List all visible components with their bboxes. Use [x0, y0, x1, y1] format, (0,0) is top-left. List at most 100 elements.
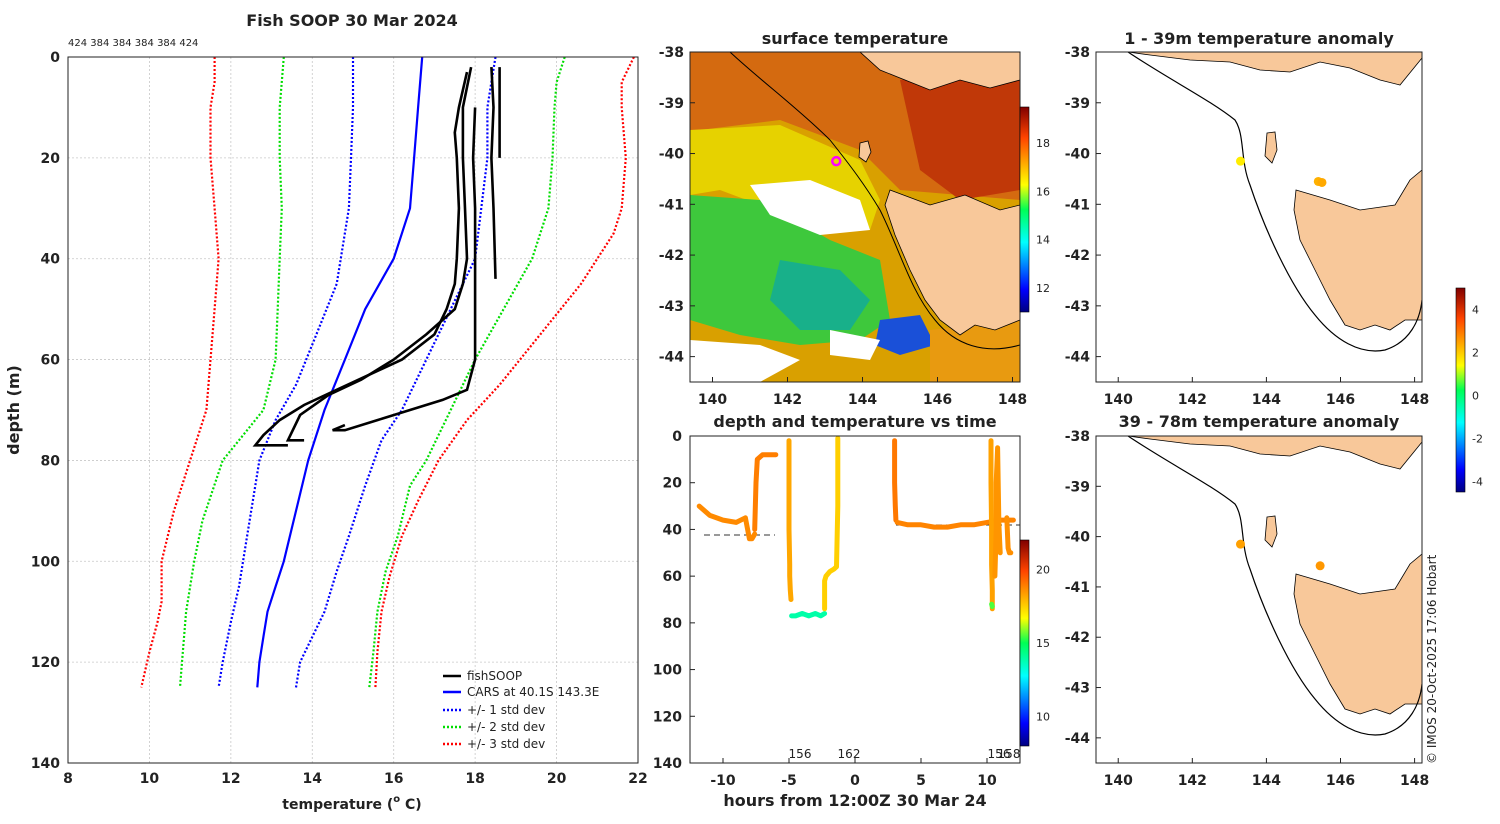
sst-land-north	[859, 52, 1020, 91]
profile-ytick-label: 20	[41, 151, 61, 167]
anomaly-deep-land-north	[1127, 436, 1422, 470]
time-series	[696, 435, 1016, 619]
map-xtick-label: 140	[698, 392, 727, 408]
time-xtick-label: 10	[977, 773, 997, 789]
profile-ytick-label: 0	[50, 50, 60, 66]
anomaly-shallow-title: 1 - 39m temperature anomaly	[1124, 29, 1394, 48]
time-series-track	[786, 438, 794, 602]
sst-ship-marker	[831, 155, 842, 167]
anomaly-deep-panel: 140 142 144 146 148 -38 -39 -40 -41 -42 -43 -44 39 …	[1065, 412, 1430, 789]
profile-xlabel-sup: o	[393, 794, 400, 805]
profile-xtick-label: 20	[547, 771, 567, 787]
anomaly-shallow-map	[1096, 52, 1422, 382]
time-ytick-label: 60	[663, 569, 683, 585]
time-ytick-label: 40	[663, 522, 683, 538]
map-ytick-label: -42	[1065, 630, 1090, 646]
time-ytick-label: 80	[663, 616, 683, 632]
anomaly-point	[1235, 156, 1245, 166]
map-xtick-label: 144	[1252, 773, 1281, 789]
time-series-track	[892, 438, 899, 523]
time-series-track	[989, 601, 995, 609]
map-ytick-label: -43	[659, 299, 684, 315]
time-title: depth and temperature vs time	[713, 412, 996, 431]
credit-text: © IMOS 20-Oct-2025 17:06 Hobart	[1425, 554, 1439, 764]
map-ytick-label: -42	[659, 248, 684, 264]
map-ytick-label: -38	[1065, 45, 1090, 61]
time-series-track	[752, 452, 779, 532]
map-xtick-label: 140	[1104, 773, 1133, 789]
anomaly-colorbar-ticks: 4 2 0 -2 -4	[1472, 303, 1483, 488]
anomaly-shallow-land-north	[1127, 52, 1422, 86]
profile-xtick-label: 14	[303, 771, 323, 787]
map-ytick-label: -44	[1065, 731, 1091, 747]
map-xtick-label: 146	[1326, 392, 1355, 408]
time-series-track	[789, 611, 828, 619]
time-xlabel: hours from 12:00Z 30 Mar 24	[723, 791, 986, 810]
map-xtick-label: 144	[848, 392, 877, 408]
anomaly-deep-king-island	[1264, 515, 1278, 548]
sst-map	[690, 52, 1020, 382]
sst-colorbar-tick-label: 16	[1036, 185, 1050, 198]
profile-ytick-label: 80	[41, 453, 61, 469]
profile-series-line	[294, 56, 497, 688]
profile-xtick-label: 16	[384, 771, 403, 787]
anomaly-colorbar-tick-label: -2	[1472, 432, 1483, 445]
sst-title: surface temperature	[762, 29, 949, 48]
anomaly-deep-title: 39 - 78m temperature anomaly	[1119, 412, 1400, 431]
legend-label-sd1: +/- 1 std dev	[467, 703, 545, 717]
anomaly-deep-map	[1096, 436, 1422, 763]
anomaly-shallow-king-island	[1264, 131, 1278, 164]
anomaly-deep-points	[1235, 539, 1325, 571]
sst-panel: 140 142 144 146 148 -38 -39 -40 -41 -42 -43 -44 sur…	[659, 29, 1050, 408]
profile-xlabel-suffix: C)	[400, 797, 422, 813]
time-xtick-label: 5	[916, 773, 926, 789]
map-ytick-label: -38	[659, 45, 684, 61]
profile-ylabel: depth (m)	[4, 365, 23, 455]
profile-axes-box	[67, 56, 639, 764]
time-series-track	[696, 503, 758, 542]
map-ytick-label: -39	[1065, 96, 1090, 112]
profile-xlabel: temperature (o C)	[282, 794, 421, 813]
sst-field-south-warm	[930, 320, 1020, 382]
sst-cloud-2	[690, 340, 800, 382]
time-axes-box	[689, 435, 1021, 764]
sst-field-cool-patch	[770, 260, 870, 330]
profile-series-line	[256, 56, 424, 688]
map-xtick-label: 146	[1326, 773, 1355, 789]
profile-xtick-label: 22	[628, 771, 647, 787]
time-colorbar-tick-label: 10	[1036, 711, 1050, 724]
sst-colorbar-tick-label: 18	[1036, 137, 1050, 150]
profile-xtick-label: 12	[221, 771, 240, 787]
sst-cloud-1	[750, 180, 870, 235]
map-ytick-label: -43	[1065, 299, 1090, 315]
map-ytick-label: -40	[1065, 147, 1091, 163]
time-drop-label-2: 162	[838, 747, 861, 761]
time-colorbar-tick-label: 15	[1036, 637, 1050, 650]
anomaly-shallow-points	[1235, 156, 1327, 187]
profile-legend: fishSOOP CARS at 40.1S 143.3E +/- 1 std …	[443, 669, 599, 751]
map-xtick-label: 142	[1178, 773, 1207, 789]
map-ytick-label: -41	[1065, 580, 1090, 596]
map-ytick-label: -41	[1065, 197, 1090, 213]
map-xtick-label: 146	[923, 392, 952, 408]
profile-plot-area	[68, 57, 638, 763]
map-xtick-label: 148	[1400, 392, 1429, 408]
map-ytick-label: -43	[1065, 681, 1090, 697]
profile-title: Fish SOOP 30 Mar 2024	[246, 11, 457, 30]
sst-colorbar-ticks: 18 16 14 12	[1036, 137, 1050, 295]
map-ytick-label: -39	[659, 96, 684, 112]
profile-xlabel-main: temperature (	[282, 797, 393, 813]
time-xtick-label: -5	[781, 773, 797, 789]
map-ytick-label: -44	[1065, 350, 1091, 366]
time-series-track	[992, 445, 1003, 579]
time-ytick-label: 100	[653, 663, 682, 679]
anomaly-deep-ticks: 140 142 144 146 148 -38 -39 -40 -41 -42 -43 -44	[1065, 429, 1430, 789]
profile-series-line	[332, 107, 477, 432]
profile-series	[140, 56, 635, 688]
sst-land-king-island	[858, 140, 872, 163]
time-colorbar-tick-label: 20	[1036, 563, 1050, 576]
map-ytick-label: -44	[659, 350, 685, 366]
sst-land-tasmania	[884, 189, 1020, 336]
